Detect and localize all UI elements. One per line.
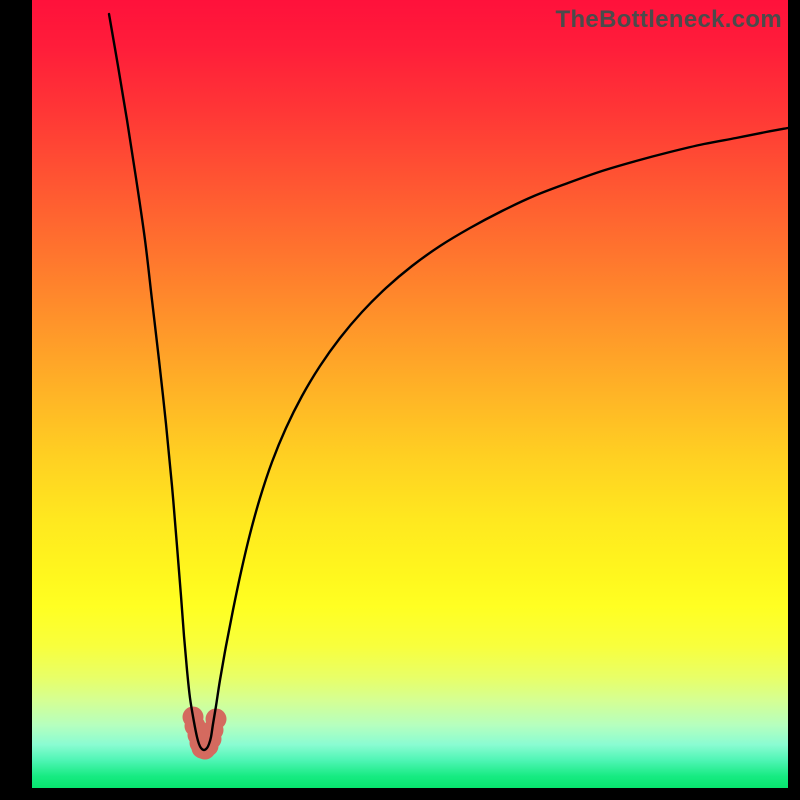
watermark-text: TheBottleneck.com bbox=[556, 6, 782, 34]
axis-border-left bbox=[0, 0, 32, 800]
chart-container: TheBottleneck.com bbox=[0, 0, 800, 800]
axis-border-bottom bbox=[0, 788, 800, 800]
axis-border-right bbox=[788, 0, 800, 800]
bottleneck-curve bbox=[0, 0, 800, 800]
